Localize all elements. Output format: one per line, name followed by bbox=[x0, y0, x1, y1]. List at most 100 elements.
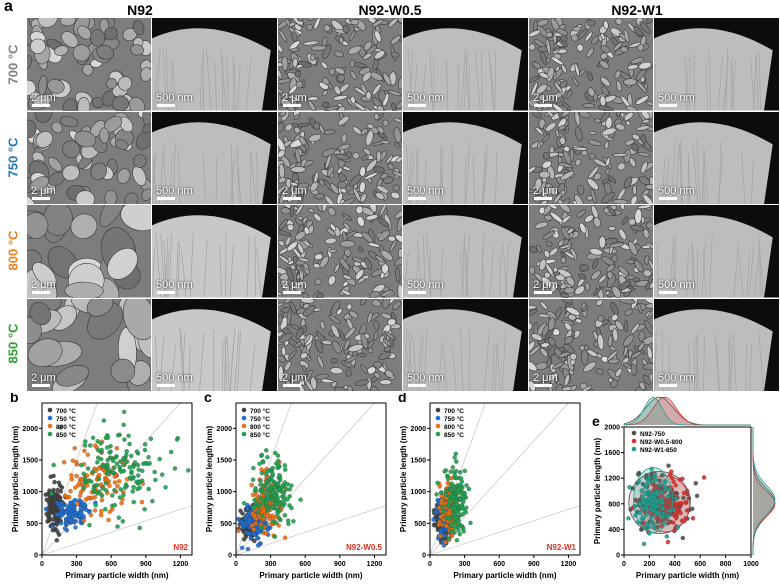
data-point bbox=[121, 462, 126, 467]
legend-label: 800 °C bbox=[444, 423, 464, 431]
data-point bbox=[249, 523, 255, 528]
data-point bbox=[126, 433, 131, 438]
data-point bbox=[131, 484, 136, 490]
micrograph-grid: 2 μm 2 μm 2 μm 2 μm 500 nm 500 nm 500 nm 500 nm… bbox=[27, 18, 780, 392]
data-point bbox=[67, 494, 72, 500]
data-point bbox=[264, 500, 269, 505]
sem-surface-image: 2 μm bbox=[278, 18, 402, 111]
data-point bbox=[112, 480, 118, 485]
data-point bbox=[131, 464, 136, 470]
legend-marker bbox=[47, 415, 53, 421]
data-point bbox=[127, 441, 132, 447]
scale-bar bbox=[659, 384, 677, 387]
data-point bbox=[282, 535, 288, 540]
data-point bbox=[122, 409, 127, 415]
data-point bbox=[131, 499, 136, 505]
data-point bbox=[251, 465, 256, 471]
data-point bbox=[85, 452, 90, 457]
data-point bbox=[291, 519, 296, 524]
data-point bbox=[99, 493, 105, 498]
data-point bbox=[236, 516, 241, 522]
data-point bbox=[658, 482, 663, 488]
legend-marker bbox=[631, 446, 637, 452]
scale-bar-label: 500 nm bbox=[156, 278, 193, 291]
data-point bbox=[140, 468, 145, 474]
data-point bbox=[267, 516, 272, 521]
data-point bbox=[81, 485, 87, 491]
data-point bbox=[261, 509, 266, 514]
data-point bbox=[270, 498, 275, 503]
data-point bbox=[671, 520, 676, 525]
data-point bbox=[92, 508, 98, 513]
x-tick-label: 1200 bbox=[561, 561, 577, 568]
data-point bbox=[443, 523, 449, 529]
scale-bar bbox=[534, 197, 552, 200]
data-point bbox=[153, 477, 158, 483]
column-title-n92-w1: N92-W1 bbox=[611, 2, 663, 18]
data-point bbox=[239, 519, 244, 525]
data-point bbox=[681, 495, 686, 501]
data-point bbox=[261, 460, 266, 465]
data-point bbox=[458, 470, 463, 475]
data-point bbox=[137, 479, 142, 485]
data-point bbox=[683, 500, 688, 506]
data-point bbox=[78, 506, 84, 511]
legend-marker bbox=[241, 415, 247, 421]
legend-label: 750 °C bbox=[56, 415, 76, 423]
data-point bbox=[142, 447, 148, 453]
y-tick-label: 0 bbox=[34, 553, 38, 560]
data-point bbox=[240, 511, 245, 516]
sem-surface-image: 2 μm bbox=[278, 111, 402, 204]
data-point bbox=[431, 517, 436, 522]
y-tick-label: 0 bbox=[422, 553, 426, 560]
legend-label: N92-W1-850 bbox=[640, 447, 677, 454]
scale-bar-label: 500 nm bbox=[156, 91, 193, 104]
legend-marker bbox=[435, 407, 441, 413]
data-point bbox=[640, 500, 646, 505]
legend-marker bbox=[435, 431, 441, 437]
data-point bbox=[105, 470, 111, 476]
data-point bbox=[252, 538, 257, 544]
scale-bar-label: 500 nm bbox=[407, 185, 444, 197]
data-point bbox=[139, 499, 145, 505]
data-point bbox=[136, 473, 141, 478]
data-point bbox=[142, 442, 148, 447]
y-tick-label: 2000 bbox=[410, 426, 426, 433]
scale-bar bbox=[659, 103, 677, 107]
data-point bbox=[252, 514, 257, 519]
data-point bbox=[75, 501, 80, 507]
data-point bbox=[58, 521, 64, 526]
x-tick-label: 600 bbox=[694, 561, 706, 568]
legend-label: 850 °C bbox=[444, 431, 464, 439]
data-point bbox=[443, 540, 448, 545]
data-point bbox=[244, 506, 250, 511]
sem-surface-image: 2 μm bbox=[529, 111, 653, 204]
x-tick-label: 800 bbox=[720, 561, 732, 568]
data-point bbox=[468, 520, 473, 526]
scale-bar bbox=[659, 197, 677, 200]
data-point bbox=[701, 475, 707, 480]
data-point bbox=[441, 508, 446, 514]
data-point bbox=[121, 456, 126, 461]
data-point bbox=[93, 503, 98, 508]
data-point bbox=[43, 506, 49, 512]
data-point bbox=[46, 509, 52, 515]
data-point bbox=[117, 478, 122, 484]
cross-section-image: 500 nm bbox=[654, 205, 779, 298]
sem-surface-image: 2 μm bbox=[529, 18, 653, 111]
data-point bbox=[81, 471, 86, 476]
panel-letter-d: d bbox=[398, 393, 407, 405]
data-point bbox=[649, 515, 654, 520]
cross-section-image: 500 nm bbox=[654, 111, 779, 204]
scale-bar-label: 500 nm bbox=[156, 185, 193, 197]
data-point bbox=[50, 524, 55, 529]
data-point bbox=[443, 488, 449, 493]
data-point bbox=[272, 534, 278, 539]
legend-marker bbox=[631, 438, 637, 444]
data-point bbox=[277, 508, 283, 513]
data-point bbox=[265, 496, 270, 502]
data-point bbox=[440, 504, 445, 510]
data-point bbox=[50, 517, 55, 522]
data-point bbox=[641, 515, 646, 520]
data-point bbox=[662, 480, 667, 485]
